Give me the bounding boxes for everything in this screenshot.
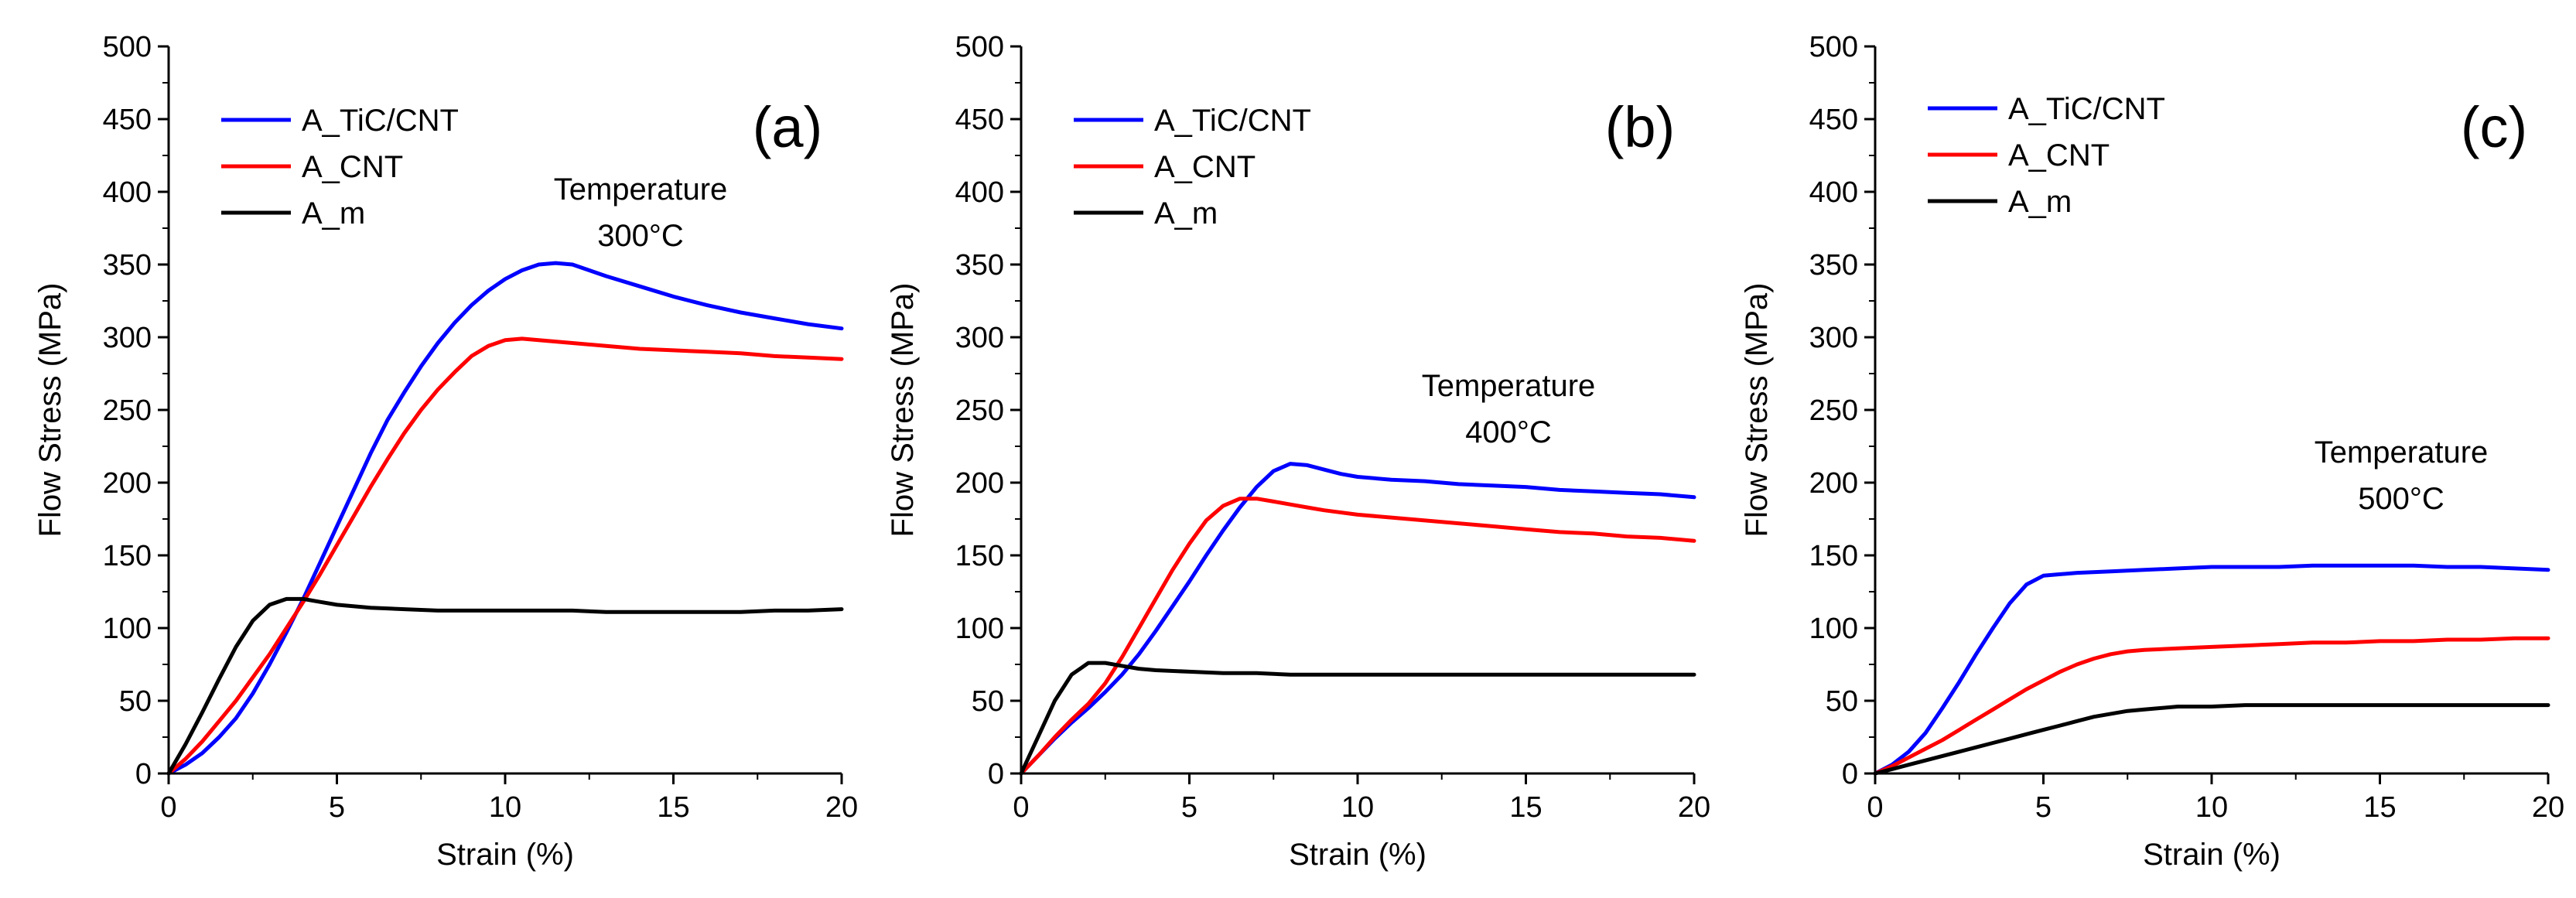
x-tick-label: 20 [2532,791,2564,824]
y-tick-label: 300 [1809,322,1858,354]
y-tick-label: 350 [103,249,152,282]
legend-label: A_CNT [2008,138,2110,172]
x-tick-label: 0 [1013,791,1029,824]
y-axis-title: Flow Stress (MPa) [33,283,67,538]
x-tick-label: 15 [2363,791,2396,824]
temperature-title: Temperature [554,172,728,207]
y-tick-label: 100 [103,613,152,645]
legend-label: A_m [2008,185,2072,219]
legend-label: A_TiC/CNT [2008,92,2165,126]
legend-label: A_m [1154,196,1218,230]
y-tick-label: 500 [103,31,152,63]
x-tick-label: 15 [1509,791,1542,824]
panel-label: (b) [1605,95,1675,159]
y-tick-label: 150 [955,540,1004,572]
series-line-a-m [1019,661,1696,776]
series-line-a-cnt [1019,497,1696,776]
y-tick-label: 500 [955,31,1004,63]
x-axis-title: Strain (%) [436,838,574,872]
x-tick-label: 20 [1678,791,1710,824]
x-tick-label: 10 [2195,791,2228,824]
y-tick-label: 100 [1809,613,1858,645]
x-tick-label: 0 [160,791,176,824]
series-line-a-m [166,596,844,776]
temperature-value: 500°C [2358,482,2444,516]
temperature-title: Temperature [2315,435,2489,469]
series-line-a-tic-cnt [166,261,844,776]
y-tick-label: 100 [955,613,1004,645]
x-tick-label: 5 [329,791,345,824]
x-tick-label: 20 [825,791,858,824]
y-tick-label: 300 [103,322,152,354]
y-tick-label: 50 [1826,685,1858,718]
legend-label: A_CNT [302,150,403,184]
y-tick-label: 400 [955,176,1004,209]
x-tick-label: 5 [1181,791,1197,824]
x-tick-label: 15 [657,791,689,824]
y-tick-label: 400 [1809,176,1858,209]
y-axis-title: Flow Stress (MPa) [886,283,920,538]
legend: A_TiC/CNT A_CNT A_m [1928,92,2165,219]
panel-label: (a) [753,95,822,159]
y-tick-label: 250 [955,394,1004,427]
legend-label: A_TiC/CNT [1154,104,1311,138]
temperature-value: 300°C [597,219,684,253]
y-tick-label: 450 [1809,104,1858,136]
y-tick-label: 0 [1842,758,1858,790]
y-tick-label: 250 [103,394,152,427]
temperature-title: Temperature [1422,369,1596,403]
y-tick-label: 200 [103,467,152,500]
y-tick-label: 50 [119,685,152,718]
y-tick-label: 350 [955,249,1004,282]
legend-label: A_m [302,196,365,230]
x-tick-label: 10 [1341,791,1374,824]
y-tick-label: 250 [1809,394,1858,427]
series-line-a-tic-cnt [1873,563,2550,776]
x-axis-title: Strain (%) [2143,838,2280,872]
y-tick-label: 400 [103,176,152,209]
x-tick-label: 0 [1867,791,1883,824]
y-tick-label: 0 [988,758,1004,790]
y-tick-label: 450 [103,104,152,136]
y-tick-label: 0 [135,758,152,790]
y-tick-label: 300 [955,322,1004,354]
chart-panel-c: 0 50 100 150 200 250 300 350 400 450 500 0 5 10 15 20 St… [1740,31,2564,872]
series-line-a-cnt [166,336,844,776]
chart-panel-b: 0 50 100 150 200 250 300 350 400 450 500 0 5 10 15 20 St… [886,31,1710,872]
legend: A_TiC/CNT A_CNT A_m [221,104,459,230]
y-tick-label: 150 [103,540,152,572]
y-axis-title: Flow Stress (MPa) [1740,283,1774,538]
x-axis-title: Strain (%) [1289,838,1426,872]
legend-label: A_CNT [1154,150,1256,184]
x-tick-label: 5 [2035,791,2052,824]
legend-label: A_TiC/CNT [302,104,459,138]
y-tick-label: 50 [972,685,1004,718]
legend: A_TiC/CNT A_CNT A_m [1074,104,1311,230]
y-tick-label: 150 [1809,540,1858,572]
x-tick-label: 10 [489,791,521,824]
temperature-value: 400°C [1465,415,1552,449]
y-tick-label: 500 [1809,31,1858,63]
y-tick-label: 450 [955,104,1004,136]
panel-label: (c) [2461,95,2527,159]
y-tick-label: 200 [955,467,1004,500]
series-line-a-cnt [1873,636,2550,776]
y-tick-label: 200 [1809,467,1858,500]
series-line-a-tic-cnt [1019,462,1696,776]
chart-panel-a: 0 50 100 150 200 250 300 350 400 450 500 0 5 10 15 20 St… [33,31,858,872]
series-line-a-m [1873,703,2550,776]
y-tick-label: 350 [1809,249,1858,282]
